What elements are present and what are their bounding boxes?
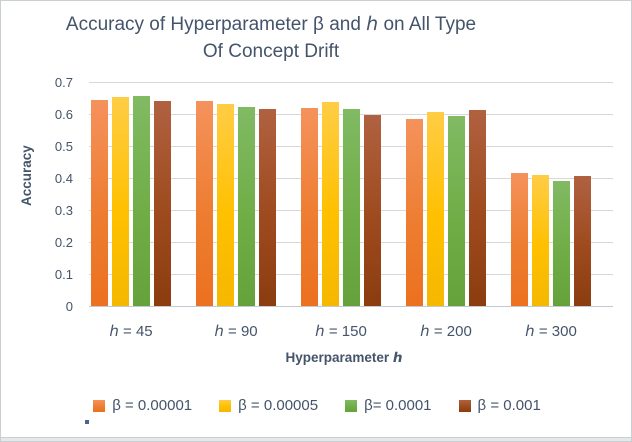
bar: [91, 100, 108, 306]
bar: [217, 104, 234, 306]
legend-label: β = 0.001: [477, 397, 541, 414]
y-tick-label: 0: [65, 299, 73, 314]
chart-title: Accuracy of Hyperparameter β and ℎ on Al…: [1, 11, 541, 65]
bar: [532, 175, 549, 306]
legend-swatch: [458, 399, 471, 412]
legend-swatch: [219, 399, 232, 412]
legend-item: β = 0.001: [458, 397, 541, 414]
bar: [469, 110, 486, 306]
chart-title-line-2: Of Concept Drift: [202, 41, 340, 62]
legend-item: β = 0.00005: [219, 397, 318, 414]
bar: [448, 116, 465, 306]
y-tick-label: 0.7: [54, 75, 73, 90]
legend-swatch: [93, 399, 106, 412]
legend-label: β = 0.00005: [238, 397, 319, 414]
bar: [364, 115, 381, 306]
x-category-label: ℎ = 150: [315, 323, 367, 340]
chart-title-line-1: Accuracy of Hyperparameter β and ℎ on Al…: [65, 14, 477, 35]
legend-item: β= 0.0001: [345, 397, 432, 414]
bar: [112, 97, 129, 306]
y-tick-label: 0.2: [54, 235, 73, 250]
y-tick-label: 0.6: [54, 107, 73, 122]
bar: [154, 101, 171, 306]
bar: [343, 109, 360, 306]
x-category-label: ℎ = 90: [214, 323, 258, 340]
gridline: [89, 82, 613, 83]
bar: [301, 108, 318, 306]
chart-legend: β = 0.00001 β = 0.00005 β= 0.0001 β = 0.001: [1, 397, 631, 414]
y-tick-label: 0.4: [54, 171, 73, 186]
bar: [238, 107, 255, 306]
bar: [322, 102, 339, 306]
legend-item: β = 0.00001: [93, 397, 192, 414]
legend-label: β = 0.00001: [112, 397, 193, 414]
bar: [133, 96, 150, 306]
x-category-label: ℎ = 200: [420, 323, 472, 340]
bar: [511, 173, 528, 306]
y-tick-label: 0.1: [54, 267, 73, 282]
legend-swatch: [345, 399, 358, 412]
y-tick-label: 0.3: [54, 203, 73, 218]
bar: [574, 176, 591, 306]
x-axis-line: [89, 306, 613, 307]
bar: [406, 119, 423, 306]
x-category-label: ℎ = 45: [109, 323, 153, 340]
y-tick-label: 0.5: [54, 139, 73, 154]
artifact-dot: [85, 420, 89, 424]
legend-label: β= 0.0001: [364, 397, 432, 414]
bar: [553, 181, 570, 306]
bar: [259, 109, 276, 306]
bar: [196, 101, 213, 306]
bar: [427, 112, 444, 306]
x-axis-title: Hyperparameter ℎ: [285, 350, 403, 365]
x-category-label: ℎ = 300: [525, 323, 577, 340]
bottom-strip: [1, 437, 631, 441]
